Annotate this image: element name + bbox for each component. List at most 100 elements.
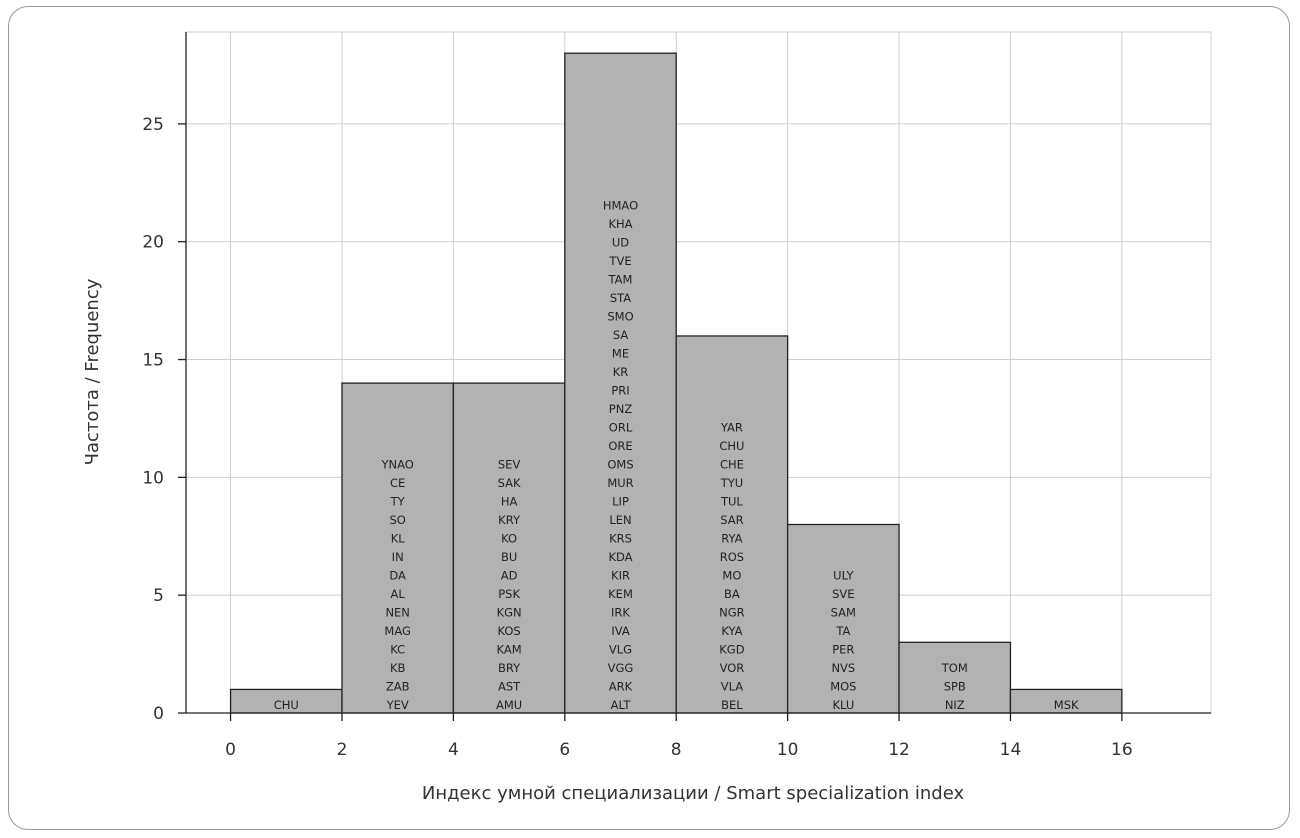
x-tick-label: 4 <box>448 740 459 760</box>
region-label: AST <box>498 680 521 694</box>
region-label: ALT <box>611 698 632 712</box>
region-label: HA <box>501 495 518 509</box>
region-label: KYA <box>721 624 742 638</box>
region-label: SAM <box>831 606 856 620</box>
region-label: IVA <box>611 624 630 638</box>
region-label: ROS <box>720 550 744 564</box>
x-tick-label: 6 <box>559 740 570 760</box>
region-label: CHU <box>719 439 744 453</box>
region-label: TA <box>835 624 850 638</box>
region-label: KRY <box>498 513 521 527</box>
region-label: SPB <box>944 680 966 694</box>
region-label: RYA <box>721 532 742 546</box>
region-label: CE <box>390 476 405 490</box>
region-label: CHE <box>720 458 744 472</box>
region-label: KOS <box>497 624 520 638</box>
region-label: AD <box>501 569 518 583</box>
x-tick-label: 0 <box>225 740 236 760</box>
y-tick-label: 20 <box>142 233 164 253</box>
region-label: MO <box>722 569 741 583</box>
region-label: VGG <box>608 661 634 675</box>
x-tick-label: 16 <box>1111 740 1133 760</box>
x-tick-label: 12 <box>888 740 910 760</box>
region-label: VOR <box>720 661 745 675</box>
histogram-bar <box>675 335 789 714</box>
region-label: KL <box>391 532 406 546</box>
region-label: MSK <box>1054 698 1079 712</box>
region-label: IN <box>392 550 404 564</box>
y-tick-label: 25 <box>142 115 164 135</box>
region-label: VLG <box>609 643 632 657</box>
region-label: PNZ <box>609 402 633 416</box>
x-tick-label: 8 <box>671 740 682 760</box>
region-label: STA <box>610 291 631 305</box>
region-label: SVE <box>832 587 854 601</box>
region-label: VLA <box>721 680 744 694</box>
x-tick-label: 2 <box>337 740 348 760</box>
region-label: TOM <box>941 661 968 675</box>
region-label: LIP <box>612 495 629 509</box>
region-label: KLU <box>832 698 854 712</box>
region-label: KDA <box>608 550 632 564</box>
region-label: ORE <box>608 439 632 453</box>
region-label: KO <box>501 532 517 546</box>
region-label: SEV <box>498 458 521 472</box>
region-label: BRY <box>498 661 521 675</box>
region-label: ME <box>612 347 629 361</box>
region-label: PER <box>832 643 854 657</box>
region-label: NIZ <box>945 698 965 712</box>
region-label: SO <box>390 513 406 527</box>
region-label: YAR <box>720 421 743 435</box>
region-label: YEV <box>386 698 409 712</box>
region-label: ZAB <box>386 680 410 694</box>
x-tick-label: 10 <box>777 740 799 760</box>
axes: 0 2 4 6 8 10 12 14 16 0 5 10 15 20 25 <box>142 32 1211 760</box>
region-label: KR <box>613 365 629 379</box>
region-label: SA <box>613 328 629 342</box>
histogram-bar <box>452 382 566 714</box>
bars <box>229 52 1123 714</box>
region-label: TAM <box>608 273 633 287</box>
region-label: LEN <box>609 513 631 527</box>
region-label: TYU <box>720 476 743 490</box>
region-label: PSK <box>498 587 520 601</box>
region-label: KGD <box>719 643 744 657</box>
region-label: DA <box>389 569 406 583</box>
region-label: IRK <box>611 606 630 620</box>
bar-region-labels: CHU YNAO CE TY SO KL IN DA AL NEN MAG KC KB ZAB YEV SEV… <box>274 199 1079 713</box>
region-label: NEN <box>385 606 409 620</box>
y-tick-label: 10 <box>142 468 164 488</box>
y-tick-label: 0 <box>153 704 164 724</box>
region-label: CHU <box>274 698 299 712</box>
histogram-bar <box>786 523 900 714</box>
region-label: SMO <box>607 310 633 324</box>
region-label: SAR <box>720 513 743 527</box>
region-label: OMS <box>607 458 633 472</box>
region-label: NGR <box>719 606 745 620</box>
x-axis-title: Индекс умной специализации / Smart speci… <box>422 783 965 804</box>
region-label: HMAO <box>603 199 638 213</box>
region-label: KIR <box>611 569 630 583</box>
region-label: SAK <box>498 476 521 490</box>
region-label: KC <box>390 643 405 657</box>
region-label: ORL <box>609 421 633 435</box>
region-label: MAG <box>384 624 411 638</box>
region-label: KGN <box>497 606 522 620</box>
region-label: AMU <box>496 698 522 712</box>
region-label: KHA <box>608 217 632 231</box>
region-label: BEL <box>721 698 743 712</box>
region-label: TUL <box>720 495 743 509</box>
y-tick-label: 15 <box>142 351 164 371</box>
region-label: TY <box>390 495 406 509</box>
region-label: BA <box>724 587 740 601</box>
region-label: KAM <box>497 643 522 657</box>
x-tick-label: 14 <box>1000 740 1022 760</box>
y-axis-title: Частота / Frequency <box>82 278 103 465</box>
region-label: AL <box>391 587 406 601</box>
y-tick-label: 5 <box>153 586 164 606</box>
region-label: UD <box>612 236 629 250</box>
region-label: BU <box>501 550 517 564</box>
region-label: ULY <box>833 569 854 583</box>
region-label: PRI <box>611 384 629 398</box>
